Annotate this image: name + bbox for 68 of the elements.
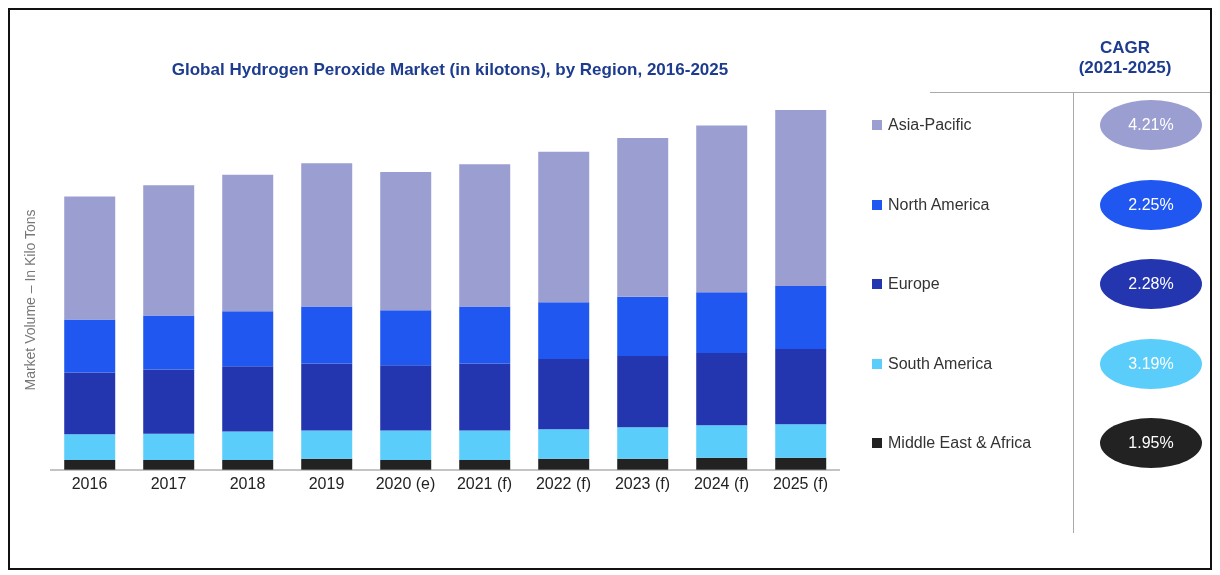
oval-badge: 2.28% [1100, 259, 1202, 309]
bar [380, 430, 432, 460]
bar [380, 310, 432, 366]
bar [64, 196, 116, 320]
bar [775, 349, 827, 425]
bar [775, 110, 827, 287]
bar [143, 185, 195, 316]
bar [775, 286, 827, 350]
bar [64, 434, 116, 460]
bar [538, 458, 590, 470]
bar [617, 138, 669, 297]
bar [459, 164, 511, 307]
bar [538, 302, 590, 360]
x-tick-label: 2022 (f) [535, 475, 592, 493]
bar [538, 151, 590, 303]
bar [617, 458, 669, 470]
x-tick-label: 2020 (e) [375, 475, 436, 493]
oval-badge: 4.21% [1100, 100, 1202, 150]
bar [64, 372, 116, 435]
bar [617, 355, 669, 428]
bar [617, 296, 669, 356]
bar [64, 319, 116, 373]
legend-label: Middle East & Africa [887, 433, 1032, 453]
bar [459, 363, 511, 431]
legend-label: South America [887, 353, 993, 374]
legend-label: Asia-Pacific [887, 115, 972, 135]
x-tick-label: 2021 (f) [456, 475, 513, 493]
bar [301, 430, 353, 459]
bar [617, 427, 669, 459]
bar [222, 431, 274, 460]
bar [696, 425, 748, 458]
y-axis-title: Market Volume – In Kilo Tons [22, 209, 38, 391]
bar [538, 359, 590, 430]
bar [222, 366, 274, 432]
x-tick-label: 2018 [229, 475, 266, 493]
bar [459, 306, 511, 364]
bar [143, 433, 195, 460]
legend-label: Europe [887, 274, 940, 294]
oval-badge: 2.25% [1100, 179, 1202, 230]
bar [301, 306, 353, 364]
bar [301, 458, 353, 470]
bar [222, 174, 274, 312]
bar [301, 163, 353, 307]
x-tick-label: 2023 (f) [614, 475, 671, 493]
bar [775, 457, 827, 470]
bar [696, 125, 748, 293]
x-tick-label: 2017 [150, 475, 187, 493]
bar [696, 353, 748, 426]
bar [380, 365, 432, 431]
bar [380, 171, 432, 311]
bar [696, 292, 748, 353]
text: CAGR (2021-2025) [1077, 38, 1173, 78]
bar [143, 315, 195, 370]
x-tick-label: 2019 [308, 475, 345, 493]
bar [775, 424, 827, 458]
bar [301, 363, 353, 431]
x-tick-label: 2025 (f) [772, 475, 829, 493]
bar [538, 429, 590, 459]
x-tick-label: 2024 (f) [693, 475, 750, 493]
chart-title: Global Hydrogen Peroxide Market (in kilotons), by Region, 2016-2025 [170, 60, 730, 80]
bar [459, 430, 511, 460]
bar [696, 457, 748, 470]
bar [222, 311, 274, 367]
x-tick-label: 2016 [71, 475, 108, 493]
bar [143, 369, 195, 434]
oval-badge: 1.95% [1100, 418, 1202, 468]
oval-badge: 3.19% [1100, 338, 1202, 389]
legend-label: North America [887, 194, 990, 215]
